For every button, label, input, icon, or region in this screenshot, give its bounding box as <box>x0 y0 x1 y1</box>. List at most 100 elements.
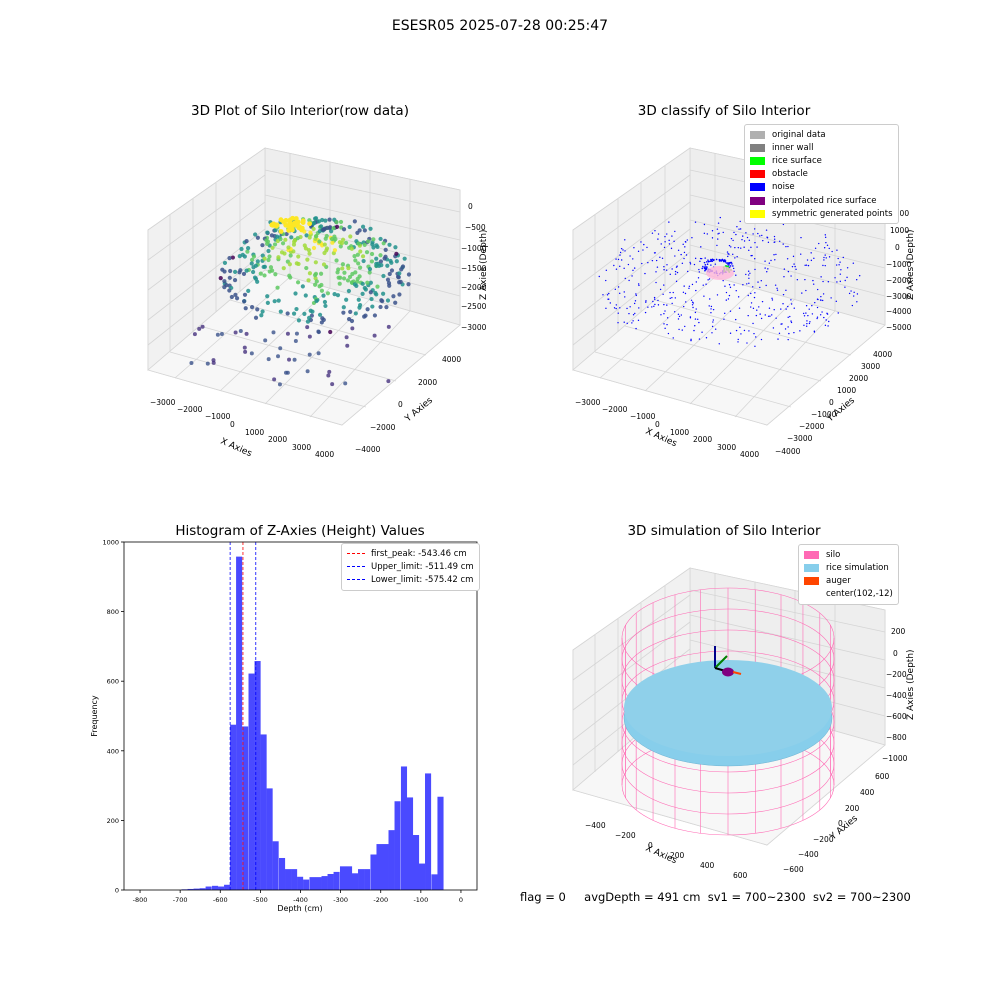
noise-point <box>810 252 812 254</box>
noise-point <box>671 297 673 299</box>
noise-point <box>716 294 719 296</box>
histogram-bar <box>297 876 304 890</box>
raw-point <box>312 273 318 278</box>
noise-point <box>801 292 803 294</box>
noise-point <box>765 284 767 287</box>
raw-point <box>269 233 275 238</box>
noise-point <box>708 278 711 280</box>
raw-point <box>307 221 312 227</box>
raw-point <box>261 264 266 270</box>
raw-point <box>355 276 360 281</box>
raw-point <box>370 304 375 309</box>
noise-point <box>790 321 793 324</box>
noise-point <box>647 261 649 264</box>
noise-point <box>787 305 789 308</box>
auger-head <box>722 667 734 677</box>
noise-point <box>775 253 777 256</box>
noise-point <box>830 297 832 299</box>
raw-point <box>317 239 322 244</box>
legend-item-symmetric-generated-points: symmetric generated points <box>750 207 893 220</box>
raw-point <box>393 245 398 250</box>
legend-line <box>347 566 365 568</box>
raw-point <box>381 273 386 279</box>
noise-point <box>655 271 657 273</box>
raw-point <box>365 307 370 312</box>
raw-point <box>397 271 402 276</box>
noise-point <box>856 301 858 303</box>
noise-point <box>734 246 736 249</box>
sim-ztick: −1000 <box>882 754 908 763</box>
x-tick-label: 0 <box>459 896 463 904</box>
noise-point <box>646 246 648 249</box>
noise-point <box>691 283 694 286</box>
noise-point <box>823 259 825 261</box>
raw-point <box>314 279 319 284</box>
raw-point <box>249 261 254 266</box>
noise-point <box>626 322 628 325</box>
noise-point <box>737 338 739 341</box>
noise-point <box>737 246 740 249</box>
noise-point <box>786 258 789 260</box>
noise-point <box>692 306 694 309</box>
noise-point <box>703 232 706 235</box>
noise-point <box>783 268 786 270</box>
noise-point <box>676 265 678 267</box>
cls-ytick: −4000 <box>775 447 801 456</box>
legend-item-upper-limit: Upper_limit: -511.49 cm <box>347 560 474 573</box>
noise-point <box>836 249 838 251</box>
noise-point <box>852 262 855 264</box>
y-tick-label: 200 <box>107 817 119 825</box>
sim-zlabel: Z Axies (Depth) <box>906 649 916 720</box>
cls-xtick: 1000 <box>670 428 689 437</box>
raw-point <box>339 241 345 246</box>
raw-point <box>307 271 313 276</box>
raw-point <box>287 357 292 362</box>
noise-point <box>804 278 806 281</box>
raw-point <box>280 241 286 246</box>
noise-point <box>674 311 676 313</box>
noise-point <box>666 264 668 266</box>
noise-point <box>635 327 637 330</box>
raw-point <box>222 279 227 284</box>
raw-point <box>277 382 282 387</box>
classify-3d-plot: −3000 −2000 −1000 0 1000 2000 3000 4000 … <box>572 147 916 459</box>
noise-point <box>666 323 668 326</box>
noise-point <box>824 264 826 267</box>
raw-point <box>357 305 362 310</box>
noise-point <box>806 320 808 322</box>
noise-point <box>668 221 670 223</box>
raw-point <box>353 258 358 263</box>
raw-point <box>281 266 286 271</box>
raw-point <box>293 338 298 343</box>
x-tick-label: -300 <box>333 896 348 904</box>
noise-point <box>708 305 710 307</box>
raw-point <box>322 250 327 256</box>
noise-point <box>617 286 620 288</box>
raw-point <box>369 259 375 264</box>
noise-point <box>814 301 816 304</box>
x-tick-label: -600 <box>213 896 228 904</box>
sim-ztick: 0 <box>893 649 898 658</box>
noise-point <box>655 259 658 262</box>
noise-point <box>816 317 818 320</box>
raw-ytick: 0 <box>398 400 403 409</box>
noise-point <box>745 232 747 234</box>
raw-point <box>295 236 300 241</box>
raw-point <box>323 303 328 309</box>
legend-item-obstacle: obstacle <box>750 168 893 181</box>
raw-point <box>260 253 265 258</box>
noise-point <box>723 318 725 320</box>
noise-point <box>685 301 687 303</box>
noise-point <box>683 305 685 308</box>
raw-point <box>293 291 298 296</box>
raw-point <box>266 257 271 263</box>
legend-item-auger: auger <box>804 574 893 587</box>
noise-point <box>619 265 621 268</box>
raw-point <box>238 268 243 273</box>
raw-point <box>270 222 275 228</box>
raw-point <box>307 251 312 256</box>
noise-point <box>711 325 714 328</box>
noise-point <box>684 292 687 295</box>
noise-point <box>775 317 777 319</box>
raw-point <box>284 231 289 237</box>
